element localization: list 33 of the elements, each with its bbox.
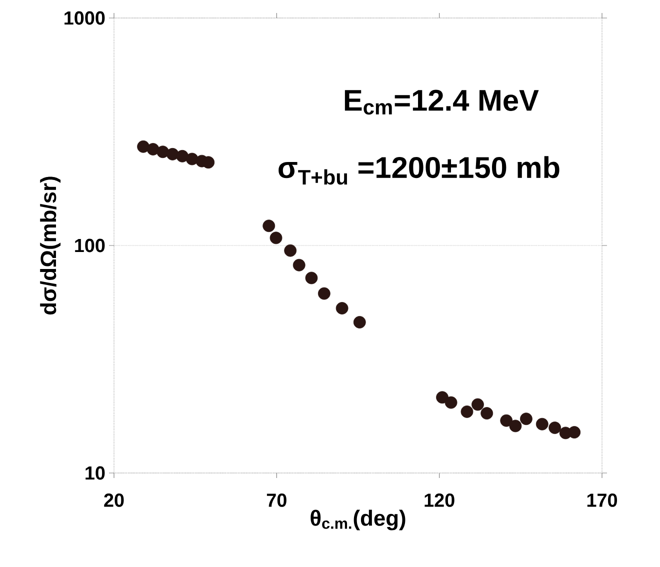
point: [318, 287, 330, 300]
point: [500, 414, 513, 427]
point: [460, 405, 474, 418]
point: [262, 220, 276, 232]
annotation: E$_{cm}$=12.4 MeV: [344, 90, 539, 115]
point: [305, 272, 318, 284]
point: [520, 412, 532, 426]
y-tick-label: 1000: [64, 11, 105, 25]
point: [186, 152, 198, 166]
point: [146, 143, 160, 156]
y-tick-label: 100: [75, 238, 105, 252]
x-tick-label: 70: [266, 493, 286, 507]
x-tick-label: 170: [587, 493, 618, 507]
point: [270, 232, 282, 244]
point: [536, 418, 548, 430]
point: [472, 398, 484, 411]
point: [509, 420, 522, 432]
y-tick-label: 10: [86, 466, 105, 480]
point: [166, 148, 179, 160]
annotation: σ$_{T+bu}$ =1200±150 mb: [278, 156, 560, 185]
x-tick-label: 120: [424, 493, 454, 507]
y-axis-title: dσ/dΩ(mb/sr): [40, 176, 61, 314]
point: [568, 426, 581, 438]
point: [292, 258, 306, 272]
point: [444, 396, 458, 409]
point: [480, 407, 494, 420]
x-tick-label: 20: [104, 493, 124, 507]
point: [284, 244, 297, 257]
point: [336, 302, 348, 314]
point: [548, 422, 562, 434]
point: [176, 150, 189, 162]
point: [353, 316, 366, 328]
x-axis-title: θ$_{c.m.}$(deg): [310, 510, 406, 530]
